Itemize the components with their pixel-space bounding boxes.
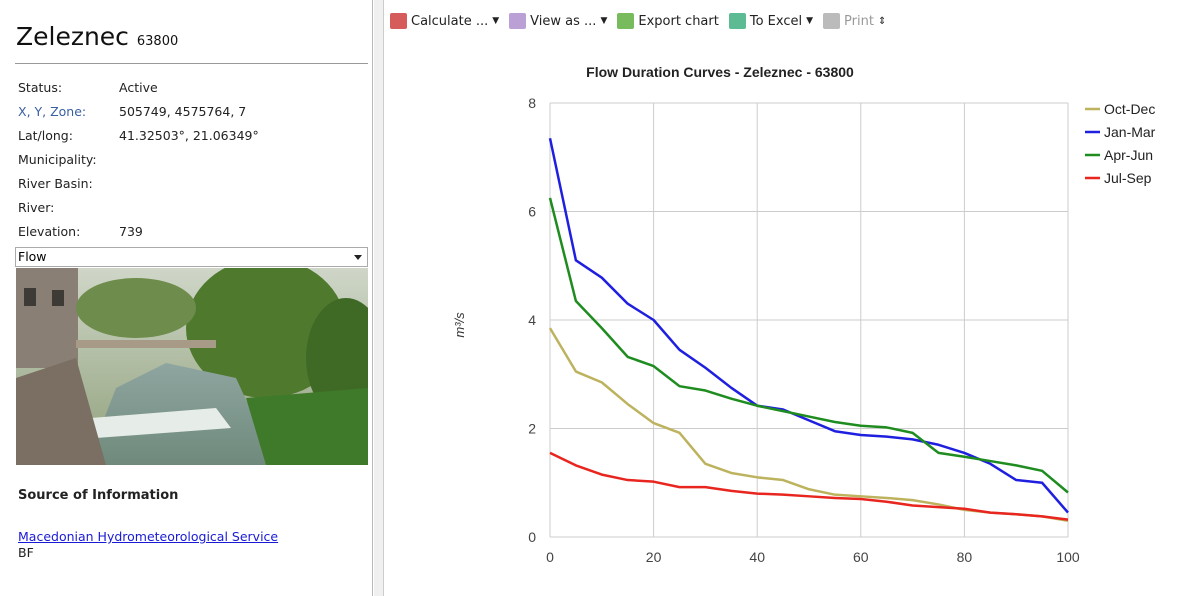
toolbar-label: Export chart [638,13,719,29]
line-series [548,197,1069,494]
field-label: River Basin: [18,176,93,191]
toolbar-icon [617,13,635,29]
field-label: Status: [18,80,63,95]
line-series [548,138,1069,514]
legend-label: Jan-Mar [1104,124,1156,140]
x-tick-label: 20 [646,549,662,565]
y-tick-label: 6 [528,204,536,220]
toolbar-button[interactable]: Export chart [617,13,719,29]
field-value: 41.32503°, 21.06349° [119,128,259,143]
station-panel: Zeleznec 63800 Status: Active X, Y, Zone: 5… [0,0,373,596]
x-tick-label: 0 [546,549,554,565]
chart: Flow Duration Curves - Zeleznec - 63800 … [452,64,1156,565]
station-title: Zeleznec 63800 [16,22,178,51]
toolbar-label: Calculate ... [411,13,489,29]
y-tick-label: 0 [528,529,536,545]
separator [15,63,368,64]
legend-label: Oct-Dec [1104,101,1155,117]
x-tick-label: 60 [853,549,869,565]
toolbar-icon [823,13,841,29]
dropdown-arrow: ▼ [806,16,814,26]
field-value: 505749, 4575764, 7 [119,104,247,119]
spinner: ⇕ [877,15,887,27]
station-name: Zeleznec [16,22,129,51]
splitter[interactable] [374,0,384,596]
toolbar-button[interactable]: Print ⇕ [823,13,886,29]
field-value: Active [119,80,158,95]
line-series [549,451,1069,521]
dropdown-arrow: ▼ [600,16,608,26]
station-code: 63800 [136,34,179,49]
x-tick-label: 80 [957,549,973,565]
legend-label: Apr-Jun [1104,147,1153,163]
field-label: Lat/long: [18,128,73,143]
toolbar-icon [509,13,527,29]
variable-select[interactable]: Flow [15,247,368,267]
toolbar-label: Print [844,13,874,29]
toolbar-button[interactable]: View as ... ▼ [509,13,607,29]
toolbar-button[interactable]: To Excel ▼ [728,13,814,29]
toolbar-icon [390,13,407,29]
x-tick-label: 40 [749,549,765,565]
toolbar-label: To Excel [749,13,803,29]
field-label: Elevation: [18,224,81,239]
dropdown-arrow: ▼ [492,16,500,26]
y-axis-label: m³/s [452,312,467,338]
source-heading: Source of Information [18,488,179,503]
select-value: Flow [18,249,47,264]
field-label: Municipality: [18,152,97,167]
y-tick-label: 4 [528,312,536,328]
y-tick-label: 8 [528,95,536,111]
field-value: 739 [119,224,143,239]
station-photo [16,268,368,465]
y-tick-label: 2 [528,421,536,437]
field-label: X, Y, Zone: [18,104,87,119]
x-tick-label: 100 [1056,549,1080,565]
chart-title: Flow Duration Curves - Zeleznec - 63800 [586,64,854,80]
legend-label: Jul-Sep [1104,170,1152,186]
source-link[interactable]: Macedonian Hydrometeorological Service [18,529,279,544]
toolbar: Calculate ... ▼ View as ... ▼ Export chart To… [390,10,892,32]
field-label: River: [18,200,55,215]
toolbar-label: View as ... [530,13,597,29]
toolbar-button[interactable]: Calculate ... ▼ [390,13,499,29]
select-arrow[interactable] [349,248,367,266]
source-note: BF [18,545,34,560]
toolbar-icon [728,13,746,29]
